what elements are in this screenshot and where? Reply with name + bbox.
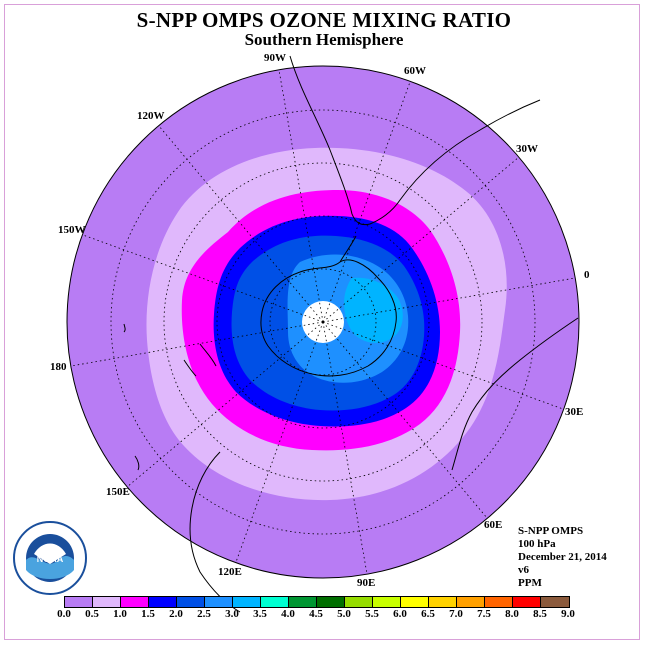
meridian-30e [322,321,564,410]
colorbar-swatch [149,597,177,607]
meridian-60w [322,81,411,323]
colorbar-tick-label: 6.0 [393,608,407,620]
island-2 [123,323,126,333]
colorbar-tick-label: 0.0 [57,608,71,620]
lon-label-60e: 60E [484,519,502,531]
info-instrument: S-NPP OMPS [518,525,584,537]
lon-label-150w: 150W [58,224,86,236]
info-block: S-NPP OMPS 100 hPa December 21, 2014 v6 … [518,525,607,590]
longitude-labels: 90W 60W 30W 0 30E 60E 90E 120E 150E 180 … [50,52,590,589]
new-zealand-coast [183,343,217,377]
south-america-coast [289,55,541,226]
colorbar-tick-label: 5.5 [365,608,379,620]
colorbar [64,596,570,608]
lon-label-30e: 30E [565,406,583,418]
latitude-circle-60s [163,162,483,482]
info-units: PPM [518,577,542,589]
coastlines [123,55,579,613]
globe-outline [66,65,580,579]
south-pole-marker [321,320,325,324]
colorbar-swatch [177,597,205,607]
logo-text: NOAA [37,554,64,564]
meridian-60e [322,321,488,519]
antarctic-peninsula [339,235,357,263]
colorbar-tick-label: 2.0 [169,608,183,620]
lon-label-120e: 120E [218,566,242,578]
colorbar-swatch [233,597,261,607]
plot-frame [4,4,640,640]
colorbar-tick-label: 9.0 [561,608,575,620]
colorbar-tick-label: 4.5 [309,608,323,620]
colorbar-swatch [65,597,93,607]
meridian-150w [82,234,324,323]
graticule [70,69,576,575]
colorbar-swatch [289,597,317,607]
australia-coast [189,451,241,613]
lon-label-90e: 90E [357,577,375,589]
colorbar-swatch [121,597,149,607]
lon-label-180: 180 [50,361,67,373]
info-date: December 21, 2014 [518,551,607,563]
map-subtitle: Southern Hemisphere [244,30,404,49]
colorbar-swatch [205,597,233,607]
colorbar-swatch [345,597,373,607]
latitude-circle-50s [110,109,536,535]
meridian-120e [235,321,324,563]
colorbar-tick-label: 0.5 [85,608,99,620]
colorbar-tick-label: 6.5 [421,608,435,620]
colorbar-swatch [93,597,121,607]
lon-label-150e: 150E [106,486,130,498]
colorbar-swatch [373,597,401,607]
logo-bird [34,543,66,564]
meridian-120w [158,125,324,323]
lon-label-0: 0 [584,269,590,281]
contour-3.0-3.5 [344,277,403,343]
colorbar-swatch [457,597,485,607]
map-title: S-NPP OMPS OZONE MIXING RATIO [136,8,512,32]
colorbar-swatch [317,597,345,607]
colorbar-tick-label: 5.0 [337,608,351,620]
colorbar-swatch [429,597,457,607]
colorbar-swatch [541,597,569,607]
colorbar-tick-label: 3.0 [225,608,239,620]
latitude-circle-70s [216,215,430,429]
latitude-circle-80s [269,268,377,376]
colorbar-tick-label: 8.0 [505,608,519,620]
colorbar-swatch [513,597,541,607]
logo-wave [26,555,74,579]
island-1 [134,455,140,471]
lon-label-30w: 30W [516,143,538,155]
lon-label-90w: 90W [264,52,286,64]
colorbar-ticks: 0.0 0.5 1.0 1.5 2.0 2.5 3.0 3.5 4.0 4.5 5.0 5.5 6.0 6… [0,608,648,622]
colorbar-tick-label: 7.0 [449,608,463,620]
lon-label-60w: 60W [404,65,426,77]
colorbar-tick-label: 4.0 [281,608,295,620]
info-level: 100 hPa [518,538,556,550]
info-version: v6 [518,564,529,576]
colorbar-tick-label: 1.5 [141,608,155,620]
noaa-logo: NOAA [13,521,87,595]
colorbar-tick-label: 7.5 [477,608,491,620]
colorbar-tick-label: 3.5 [253,608,267,620]
lon-label-120w: 120W [137,110,165,122]
colorbar-tick-label: 1.0 [113,608,127,620]
colorbar-swatch [401,597,429,607]
colorbar-swatch [485,597,513,607]
africa-coast [451,317,579,471]
colorbar-tick-label: 8.5 [533,608,547,620]
colorbar-swatch [261,597,289,607]
colorbar-tick-label: 2.5 [197,608,211,620]
